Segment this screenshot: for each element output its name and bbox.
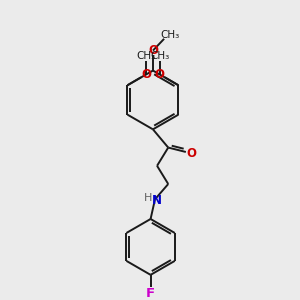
Text: F: F (146, 287, 155, 300)
Text: O: O (154, 68, 165, 81)
Text: H: H (144, 193, 153, 203)
Text: O: O (148, 44, 158, 57)
Text: N: N (152, 194, 162, 207)
Text: O: O (186, 147, 196, 160)
Text: CH₃: CH₃ (160, 30, 180, 40)
Text: O: O (141, 68, 151, 81)
Text: CH₃: CH₃ (150, 51, 169, 61)
Text: CH₃: CH₃ (137, 51, 156, 61)
